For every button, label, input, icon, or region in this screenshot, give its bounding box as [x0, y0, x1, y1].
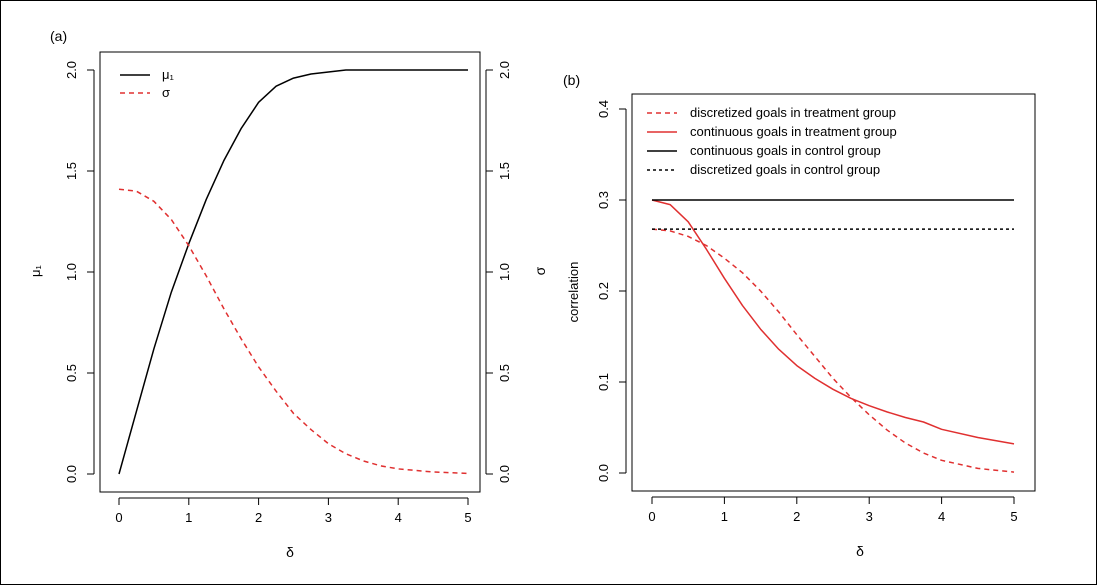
y-tick-label: 0.5 — [497, 364, 512, 382]
x-tick-label: 3 — [866, 509, 873, 524]
panel-b-xlabel: δ — [856, 543, 864, 559]
panel-a-ylabel-right: σ — [532, 266, 548, 275]
panel-b-label: (b) — [563, 72, 580, 88]
series-line-0 — [118, 69, 468, 475]
y-tick-label: 0.3 — [596, 191, 611, 209]
legend-label-disc-treat: discretized goals in treatment group — [690, 105, 896, 120]
x-tick-label: 4 — [938, 509, 945, 524]
y-tick-label: 0.0 — [64, 465, 79, 483]
x-tick-label: 3 — [325, 510, 332, 525]
panel-a-y-axis-left: 0.0 0.5 1.0 1.5 2.0 — [64, 61, 95, 483]
legend-label-cont-ctrl: continuous goals in control group — [690, 143, 881, 158]
panel-a: (a) 0 1 2 3 4 5 0.0 0.5 1.0 1.5 2.0 0.0 0.5 1.0 1.5 2… — [28, 28, 548, 560]
x-tick-label: 1 — [721, 509, 728, 524]
y-tick-label: 2.0 — [64, 61, 79, 79]
y-tick-label: 0.0 — [596, 464, 611, 482]
panel-a-legend: μ₁ σ — [120, 67, 174, 100]
y-tick-label: 1.0 — [64, 263, 79, 281]
y-tick-label: 0.4 — [596, 100, 611, 118]
x-tick-label: 1 — [185, 510, 192, 525]
legend-label-cont-treat: continuous goals in treatment group — [690, 124, 897, 139]
x-tick-label: 2 — [255, 510, 262, 525]
x-tick-label: 5 — [1010, 509, 1017, 524]
y-tick-label: 2.0 — [497, 61, 512, 79]
x-tick-label: 5 — [464, 510, 471, 525]
y-tick-label: 0.0 — [497, 465, 512, 483]
x-tick-label: 2 — [793, 509, 800, 524]
panel-a-ylabel-left: μ₁ — [28, 264, 43, 276]
y-tick-label: 1.5 — [497, 162, 512, 180]
panel-b-series — [651, 199, 1015, 473]
panel-a-y-axis-right: 0.0 0.5 1.0 1.5 2.0 — [485, 61, 512, 483]
panel-a-x-axis: 0 1 2 3 4 5 — [115, 497, 472, 525]
series-line-1 — [651, 199, 1015, 445]
x-tick-label: 4 — [395, 510, 402, 525]
y-tick-label: 0.2 — [596, 282, 611, 300]
y-tick-label: 0.5 — [64, 364, 79, 382]
panel-b: (b) 0 1 2 3 4 5 0.0 0.1 0.2 0.3 0.4 δ correlation… — [563, 72, 1036, 559]
panel-a-series — [118, 69, 469, 475]
panel-b-ylabel: correlation — [566, 262, 581, 323]
panel-b-plot-box — [631, 93, 1036, 492]
y-tick-label: 0.1 — [596, 373, 611, 391]
legend-label-disc-ctrl: discretized goals in control group — [690, 162, 880, 177]
legend-label-sigma: σ — [162, 85, 170, 100]
panel-a-label: (a) — [50, 28, 67, 44]
panel-a-xlabel: δ — [286, 544, 294, 560]
panel-b-legend: discretized goals in treatment group con… — [647, 105, 897, 177]
legend-label-mu1: μ₁ — [162, 67, 174, 82]
panel-b-x-axis: 0 1 2 3 4 5 — [648, 496, 1018, 524]
y-tick-label: 1.5 — [64, 162, 79, 180]
panel-a-plot-box — [99, 51, 481, 493]
y-tick-label: 1.0 — [497, 263, 512, 281]
x-tick-label: 0 — [115, 510, 122, 525]
x-tick-label: 0 — [648, 509, 655, 524]
panel-b-y-axis: 0.0 0.1 0.2 0.3 0.4 — [596, 100, 627, 482]
series-line-1 — [118, 188, 469, 475]
series-line-0 — [651, 228, 1015, 473]
